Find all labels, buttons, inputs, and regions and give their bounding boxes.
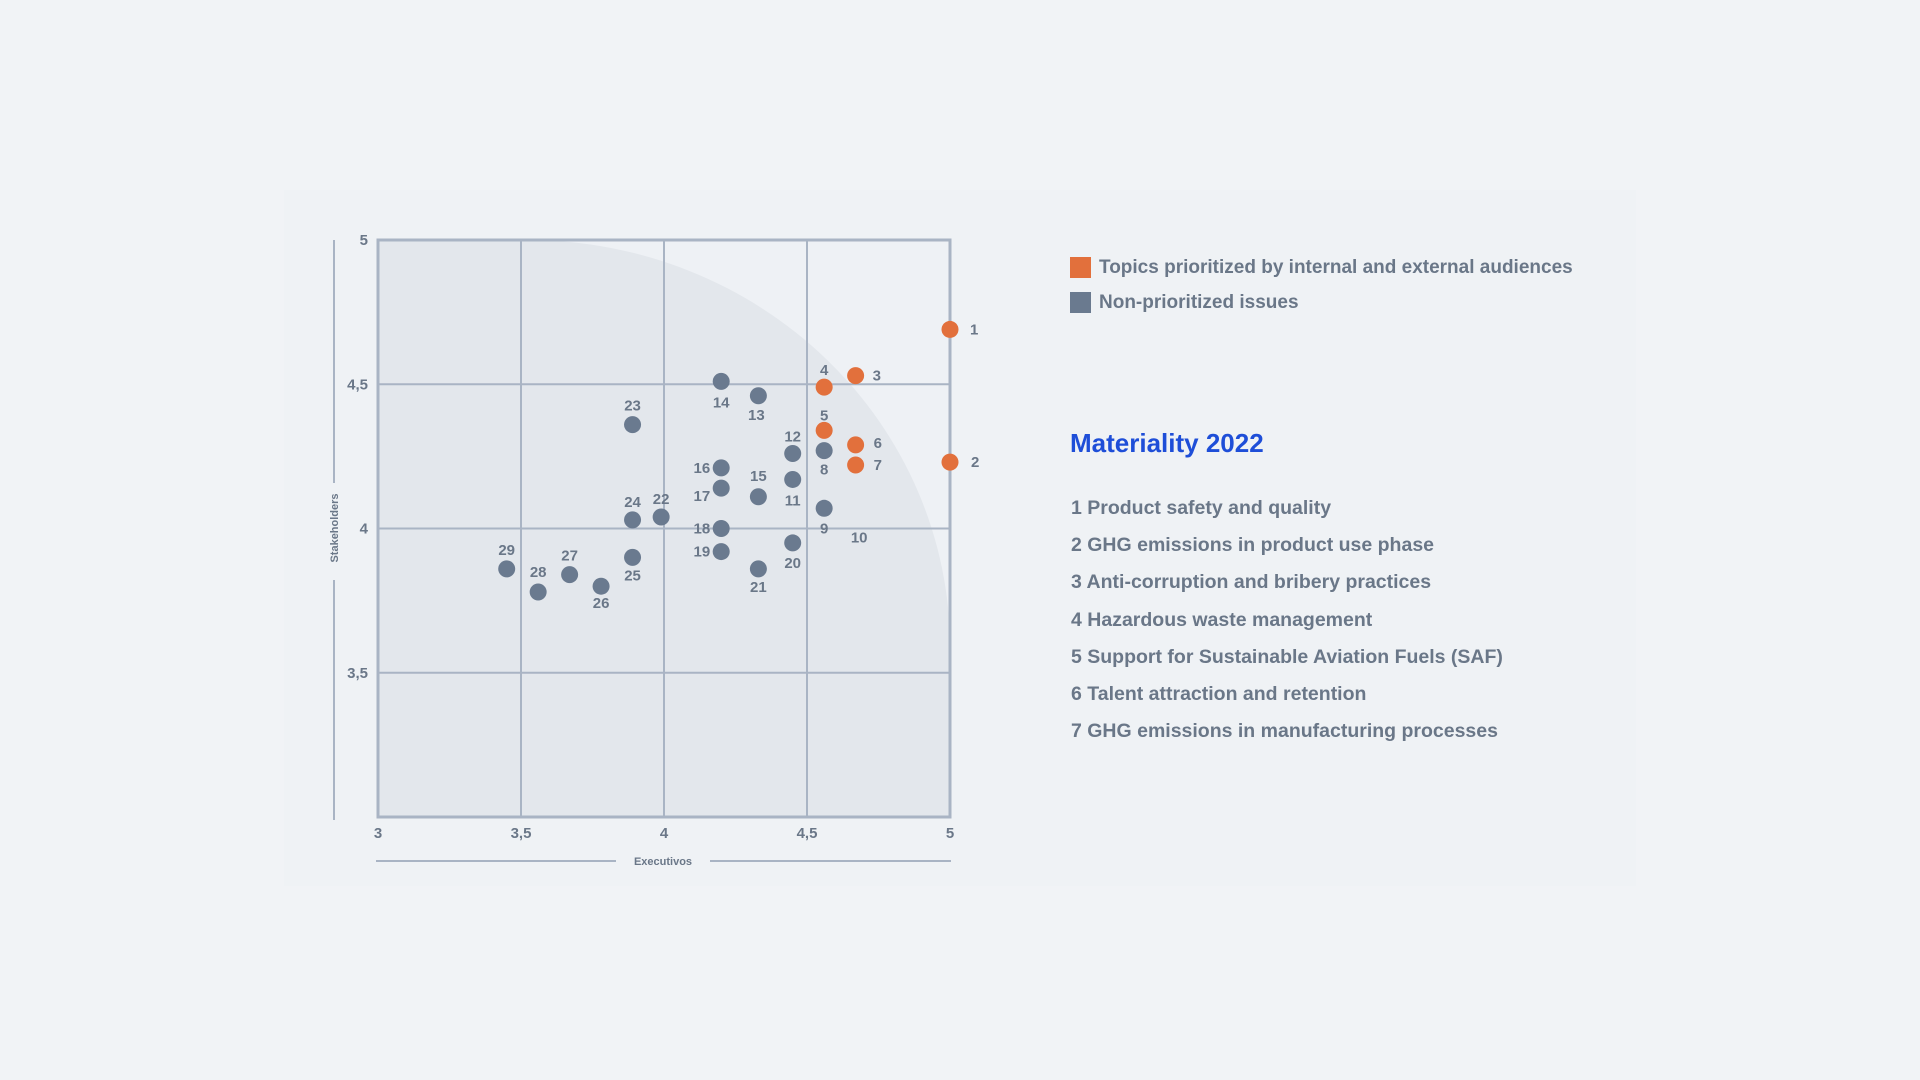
data-point-14 (712, 372, 730, 390)
data-label-11: 11 (785, 492, 801, 509)
data-point-23 (624, 416, 642, 434)
topic-item: 5 Support for Sustainable Aviation Fuels… (1071, 645, 1503, 668)
data-label-7: 7 (874, 457, 882, 474)
data-label-25: 25 (624, 567, 641, 584)
data-label-10: 10 (851, 529, 868, 546)
data-point-7 (847, 456, 865, 474)
data-label-27: 27 (561, 548, 578, 565)
data-label-14: 14 (713, 394, 730, 411)
legend-swatch-non-prioritized (1070, 292, 1091, 313)
data-label-9: 9 (820, 520, 828, 537)
data-label-1: 1 (970, 321, 978, 338)
materiality-scatter-chart: 3 3,5 4 4,5 53,544,55 1234567891011121314151… (329, 232, 979, 868)
data-point-19 (712, 543, 730, 561)
topic-item: 6 Talent attraction and retention (1071, 682, 1367, 705)
data-point-15 (749, 488, 767, 506)
data-point-21 (749, 560, 767, 578)
legend-label-non-prioritized: Non-prioritized issues (1099, 291, 1299, 313)
data-point-6 (847, 436, 865, 454)
data-point-18 (712, 520, 730, 537)
legend-item-prioritized: Topics prioritized by internal and exter… (1070, 250, 1573, 285)
data-point-16 (712, 459, 730, 477)
plot-frame (376, 238, 952, 819)
data-label-3: 3 (873, 368, 881, 385)
data-label-17: 17 (694, 488, 711, 505)
data-point-3 (847, 367, 865, 385)
x-axis-title: Executivos (634, 856, 692, 868)
data-point-12 (784, 444, 802, 462)
legend-label-prioritized: Topics prioritized by internal and exter… (1099, 256, 1573, 278)
data-point-9 (815, 499, 833, 517)
data-point-17 (712, 479, 730, 497)
data-label-5: 5 (820, 407, 828, 424)
data-label-22: 22 (653, 491, 670, 508)
y-tick-label: 5 (360, 232, 368, 249)
data-label-18: 18 (694, 521, 711, 538)
topic-list: 1 Product safety and quality 2 GHG emiss… (1071, 492, 1503, 752)
legend-swatch-prioritized (1070, 257, 1091, 278)
topic-item: 4 Hazardous waste management (1071, 608, 1373, 631)
data-label-8: 8 (820, 462, 828, 479)
y-tick-label: 4 (360, 521, 369, 538)
data-point-28 (529, 583, 547, 601)
data-label-23: 23 (624, 398, 641, 415)
data-point-2 (941, 453, 959, 471)
data-point-25 (624, 548, 642, 566)
data-label-15: 15 (750, 468, 767, 485)
data-label-12: 12 (784, 428, 801, 445)
y-tick-label: 3,5 (347, 665, 368, 682)
data-label-13: 13 (748, 407, 765, 424)
data-label-21: 21 (750, 579, 767, 596)
data-label-19: 19 (694, 544, 711, 561)
data-point-11 (784, 470, 802, 488)
x-tick-label: 4 (660, 825, 669, 842)
topic-item: 7 GHG emissions in manufacturing process… (1071, 720, 1498, 743)
data-label-4: 4 (820, 362, 829, 379)
data-point-8 (815, 442, 833, 460)
data-label-29: 29 (498, 542, 515, 559)
data-point-24 (624, 511, 642, 529)
data-label-2: 2 (971, 454, 979, 471)
x-tick-label: 5 (946, 825, 954, 842)
data-point-4 (815, 378, 833, 396)
materiality-title: Materiality 2022 (1070, 428, 1264, 458)
data-label-24: 24 (624, 494, 641, 511)
data-label-16: 16 (694, 460, 711, 477)
data-point-26 (592, 577, 610, 595)
data-label-28: 28 (530, 564, 547, 581)
y-tick-label: 4,5 (347, 376, 368, 393)
data-point-20 (784, 534, 802, 552)
data-point-5 (815, 421, 833, 439)
data-point-1 (941, 320, 959, 338)
x-tick-label: 3,5 (511, 825, 532, 842)
data-point-27 (561, 566, 579, 584)
topic-item: 2 GHG emissions in product use phase (1071, 534, 1435, 557)
legend: Topics prioritized by internal and exter… (1070, 250, 1573, 320)
data-point-22 (652, 508, 670, 526)
data-label-20: 20 (784, 555, 801, 572)
data-label-26: 26 (593, 595, 610, 612)
legend-item-non-prioritized: Non-prioritized issues (1070, 285, 1573, 320)
data-point-29 (498, 560, 516, 578)
x-tick-label: 3 (374, 825, 382, 842)
topic-item: 1 Product safety and quality (1071, 497, 1332, 519)
data-point-13 (749, 387, 767, 405)
data-label-6: 6 (874, 435, 882, 452)
x-tick-label: 4,5 (797, 825, 818, 842)
y-axis-title: Stakeholders (329, 493, 341, 562)
topic-item: 3 Anti-corruption and bribery practices (1071, 571, 1432, 594)
